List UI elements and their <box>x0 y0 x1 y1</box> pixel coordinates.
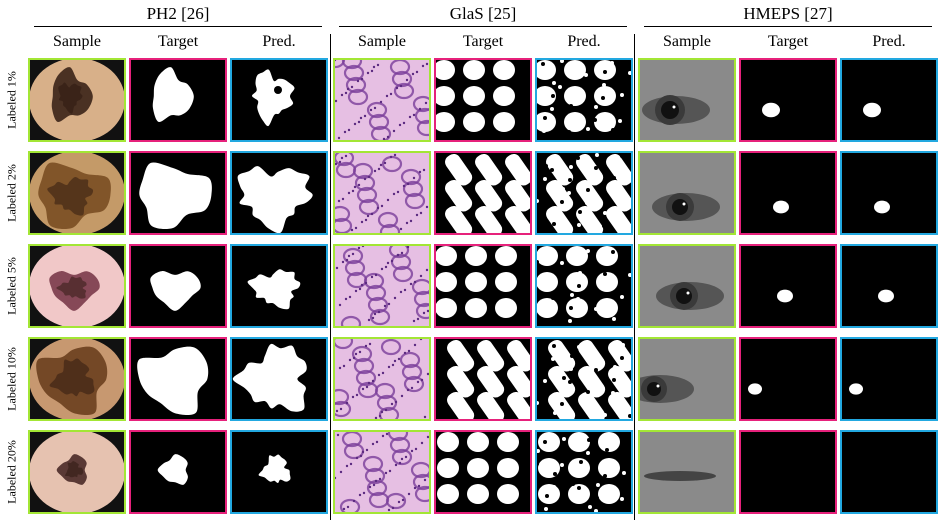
eye-target-image <box>739 151 837 235</box>
dataset-rule <box>339 26 627 27</box>
row-label-text: Labeled 5% <box>4 257 19 315</box>
skin-pred-image <box>230 151 328 235</box>
group-separator <box>330 34 331 520</box>
skin-target-image <box>129 244 227 328</box>
eye-pred-image <box>840 430 938 514</box>
skin-pred-image <box>230 337 328 421</box>
dataset-title: HMEPS [27] <box>743 4 833 23</box>
eye-pred-image <box>840 151 938 235</box>
skin-pred-image <box>230 58 328 142</box>
eye-target-image <box>739 244 837 328</box>
column-header: Target <box>767 33 809 50</box>
gland-target-image <box>434 430 532 514</box>
eye-target-image <box>739 337 837 421</box>
column-header: Pred. <box>567 33 601 50</box>
eye-sample-image <box>638 244 736 328</box>
eye-pred-image <box>840 58 938 142</box>
eye-target-image <box>739 58 837 142</box>
dataset-rule <box>644 26 932 27</box>
eye-sample-image <box>638 430 736 514</box>
gland-pred-image <box>535 337 633 421</box>
skin-sample-image <box>28 151 126 235</box>
column-header: Sample <box>663 33 711 50</box>
row-label: Labeled 20% <box>0 430 24 514</box>
gland-target-image <box>434 337 532 421</box>
skin-sample-image <box>28 244 126 328</box>
eye-sample-image <box>638 337 736 421</box>
column-header: Sample <box>53 33 101 50</box>
skin-sample-image <box>28 58 126 142</box>
group-separator <box>634 34 635 520</box>
row-label-text: Labeled 2% <box>4 164 19 222</box>
row-label: Labeled 5% <box>0 244 24 328</box>
row-label: Labeled 2% <box>0 151 24 235</box>
gland-sample-image <box>333 430 431 514</box>
dataset-title: PH2 [26] <box>146 4 210 23</box>
skin-target-image <box>129 151 227 235</box>
eye-pred-image <box>840 337 938 421</box>
skin-sample-image <box>28 337 126 421</box>
eye-sample-image <box>638 58 736 142</box>
row-label: Labeled 10% <box>0 337 24 421</box>
column-header: Pred. <box>872 33 906 50</box>
gland-pred-image <box>535 430 633 514</box>
gland-pred-image <box>535 58 633 142</box>
skin-target-image <box>129 58 227 142</box>
gland-target-image <box>434 58 532 142</box>
gland-target-image <box>434 244 532 328</box>
column-header: Target <box>462 33 504 50</box>
dataset-title: GlaS [25] <box>449 4 517 23</box>
row-label-text: Labeled 20% <box>4 440 19 504</box>
column-header: Target <box>157 33 199 50</box>
gland-pred-image <box>535 244 633 328</box>
eye-sample-image <box>638 151 736 235</box>
dataset-rule <box>34 26 322 27</box>
row-label: Labeled 1% <box>0 58 24 142</box>
eye-pred-image <box>840 244 938 328</box>
gland-sample-image <box>333 58 431 142</box>
skin-sample-image <box>28 430 126 514</box>
row-label-text: Labeled 1% <box>4 71 19 129</box>
skin-pred-image <box>230 430 328 514</box>
skin-target-image <box>129 337 227 421</box>
gland-pred-image <box>535 151 633 235</box>
gland-sample-image <box>333 337 431 421</box>
column-header: Pred. <box>262 33 296 50</box>
skin-target-image <box>129 430 227 514</box>
gland-target-image <box>434 151 532 235</box>
gland-sample-image <box>333 244 431 328</box>
skin-pred-image <box>230 244 328 328</box>
column-header: Sample <box>358 33 406 50</box>
gland-sample-image <box>333 151 431 235</box>
row-label-text: Labeled 10% <box>4 347 19 411</box>
eye-target-image <box>739 430 837 514</box>
